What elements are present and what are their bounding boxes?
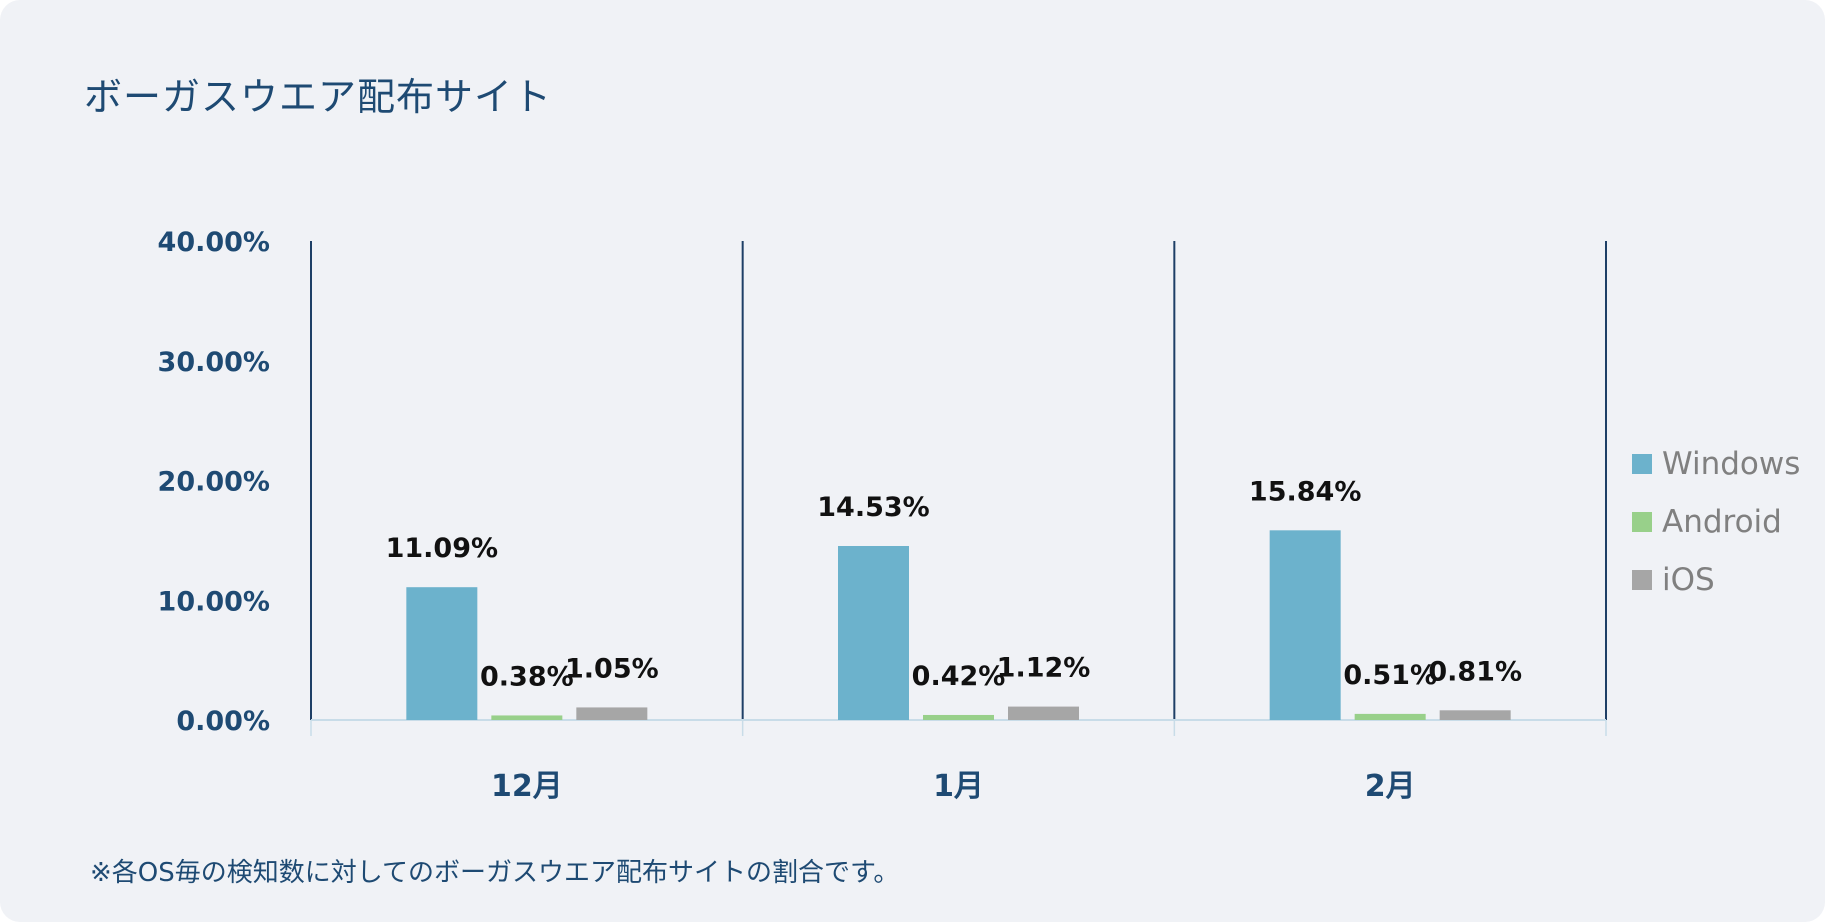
data-label-ios: 1.12%: [997, 653, 1091, 684]
data-label-windows: 11.09%: [386, 533, 498, 564]
bar-android: [491, 715, 563, 720]
legend-label-android: Android: [1662, 504, 1782, 540]
bar-android: [1354, 713, 1426, 720]
chart-title: ボーガスウエア配布サイト: [84, 75, 553, 119]
legend-item-windows: Windows: [1632, 435, 1800, 493]
bar-android: [923, 714, 994, 720]
bar-ios: [1008, 706, 1079, 720]
legend-swatch-ios: [1632, 570, 1652, 590]
data-label-ios: 1.05%: [565, 653, 659, 684]
chart-legend: Windows Android iOS: [1632, 435, 1800, 609]
data-label-windows: 14.53%: [817, 492, 929, 523]
bar-ios: [576, 707, 648, 720]
legend-swatch-windows: [1632, 454, 1652, 474]
y-tick-label: 20.00%: [158, 467, 270, 498]
legend-label-windows: Windows: [1662, 446, 1801, 482]
legend-label-ios: iOS: [1662, 562, 1715, 598]
data-label-windows: 15.84%: [1249, 476, 1361, 507]
y-tick-label: 30.00%: [158, 347, 270, 378]
bar-windows: [1269, 530, 1341, 720]
data-label-android: 0.51%: [1343, 660, 1437, 691]
data-label-android: 0.42%: [912, 661, 1006, 692]
data-label-android: 0.38%: [480, 661, 574, 692]
footnote: ※各OS毎の検知数に対してのボーガスウエア配布サイトの割合です。: [90, 858, 900, 888]
x-tick-label: 12月: [491, 769, 563, 804]
bar-windows: [838, 546, 909, 720]
x-tick-label: 2月: [1365, 769, 1416, 804]
legend-item-ios: iOS: [1632, 551, 1800, 609]
bar-windows: [406, 587, 478, 720]
y-tick-label: 10.00%: [158, 586, 270, 617]
y-tick-label: 40.00%: [158, 227, 270, 258]
x-tick-label: 1月: [933, 769, 984, 804]
legend-swatch-android: [1632, 512, 1652, 532]
bar-ios: [1439, 710, 1511, 720]
data-label-ios: 0.81%: [1428, 656, 1522, 687]
y-tick-label: 0.00%: [176, 706, 270, 737]
legend-item-android: Android: [1632, 493, 1800, 551]
